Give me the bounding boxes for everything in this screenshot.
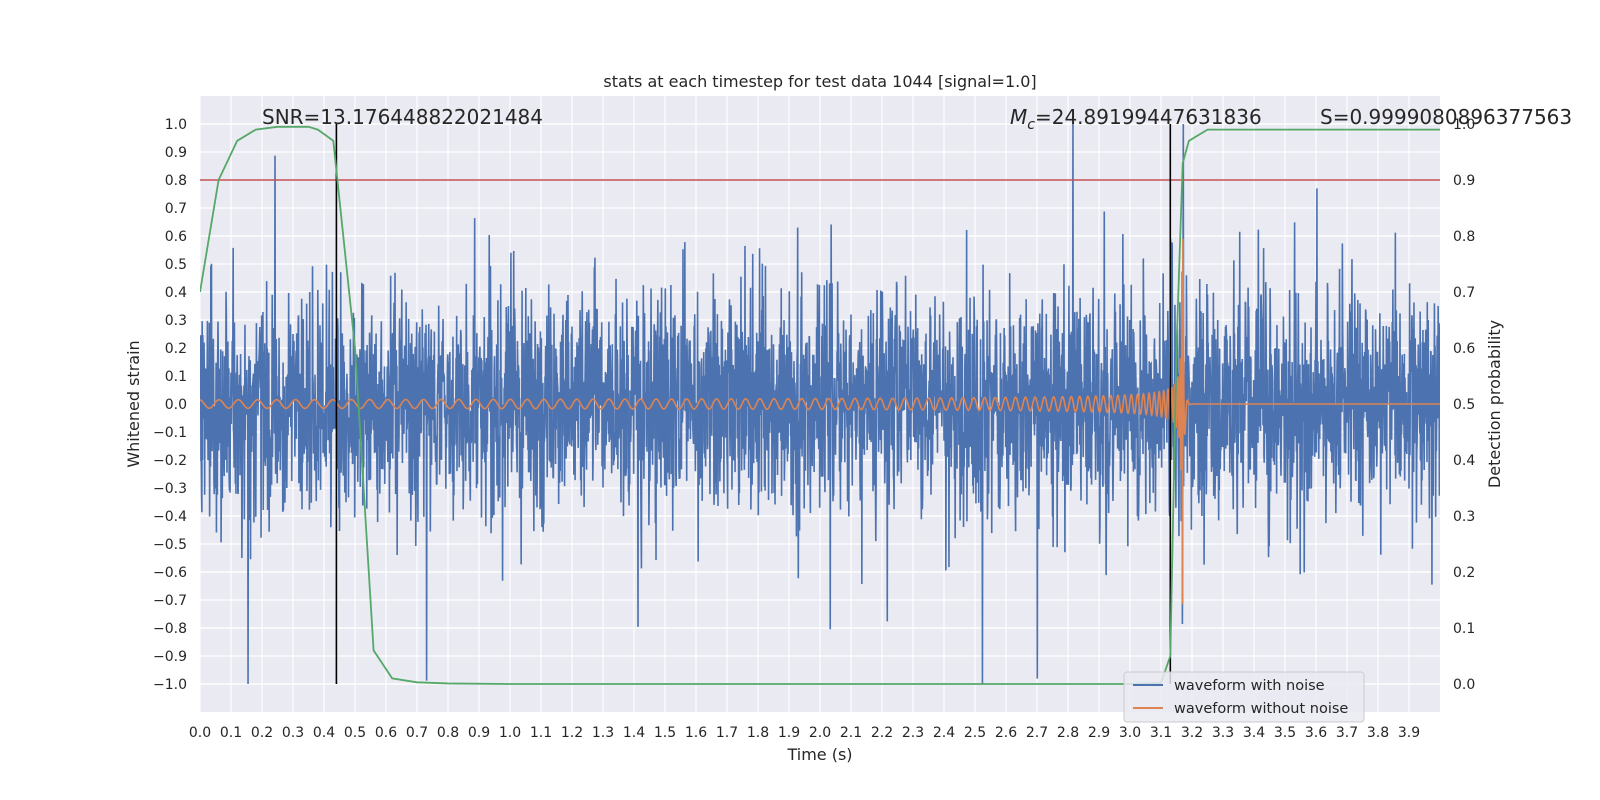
y-tick-label: 0.5 [165, 257, 187, 273]
y2-tick-label: 0.8 [1453, 229, 1475, 245]
waveform-with-noise-line [200, 123, 1440, 685]
y-tick-label: −0.5 [153, 537, 187, 553]
chirp-mass-symbol: M [1010, 105, 1027, 129]
y-tick-label: 0.7 [165, 201, 187, 217]
y-tick-label: 0.4 [165, 285, 187, 301]
y-tick-label: −0.6 [153, 565, 187, 581]
x-tick-label: 1.4 [623, 725, 645, 741]
y-tick-label: −0.9 [153, 649, 187, 665]
y2-tick-label: 0.0 [1453, 677, 1475, 693]
x-tick-label: 1.8 [747, 725, 769, 741]
ticks: 0.0 0.1 0.2 0.3 0.4 0.5 0.6 0.7 0.8 0.9 1.0 1.1 1.2 1… [153, 117, 1475, 741]
x-tick-label: 0.0 [189, 725, 211, 741]
x-tick-label: 3.6 [1305, 725, 1327, 741]
series-group [200, 123, 1440, 685]
y-tick-label: 0.6 [165, 229, 187, 245]
y-tick-label: 0.1 [165, 369, 187, 385]
x-tick-label: 1.5 [654, 725, 676, 741]
chirp-mass-annotation: Mc=24.89199447631836 [1010, 105, 1262, 133]
chirp-mass-value: =24.89199447631836 [1035, 105, 1262, 129]
waveform-without-noise-line [200, 238, 1440, 605]
y-tick-label: 0.9 [165, 145, 187, 161]
x-tick-label: 2.3 [902, 725, 924, 741]
y2-tick-label: 0.7 [1453, 285, 1475, 301]
snr-annotation: SNR=13.176448822021484 [262, 105, 543, 129]
x-tick-label: 3.4 [1243, 725, 1265, 741]
legend: waveform with noise waveform without noi… [1123, 671, 1365, 723]
y2-tick-label: 0.9 [1453, 173, 1475, 189]
y2-tick-label: 0.3 [1453, 509, 1475, 525]
y2-tick-label: 0.2 [1453, 565, 1475, 581]
y2-tick-label: 1.0 [1453, 117, 1475, 133]
x-tick-label: 0.5 [344, 725, 366, 741]
x-tick-label: 3.0 [1119, 725, 1141, 741]
y-tick-label: −0.2 [153, 453, 187, 469]
y2-tick-label: 0.5 [1453, 397, 1475, 413]
x-tick-label: 2.8 [1057, 725, 1079, 741]
y-tick-label: 0.2 [165, 341, 187, 357]
x-tick-label: 0.6 [375, 725, 397, 741]
x-tick-label: 1.2 [561, 725, 583, 741]
y-tick-label: −1.0 [153, 677, 187, 693]
x-tick-label: 1.1 [530, 725, 552, 741]
detection-probability-line [200, 125, 1440, 685]
x-tick-label: 0.7 [406, 725, 428, 741]
x-axis-label: Time (s) [786, 745, 852, 764]
x-tick-label: 0.3 [282, 725, 304, 741]
x-tick-label: 1.3 [592, 725, 614, 741]
x-tick-label: 1.6 [685, 725, 707, 741]
y-tick-label: 0.0 [165, 397, 187, 413]
x-tick-label: 1.9 [778, 725, 800, 741]
x-tick-label: 0.8 [437, 725, 459, 741]
y-axis-label: Whitened strain [124, 340, 143, 467]
x-tick-label: 2.0 [809, 725, 831, 741]
y2-tick-label: 0.6 [1453, 341, 1475, 357]
y-tick-label: −0.8 [153, 621, 187, 637]
x-tick-label: 3.2 [1181, 725, 1203, 741]
y-tick-label: −0.7 [153, 593, 187, 609]
y-tick-label: −0.3 [153, 481, 187, 497]
y-tick-label: 1.0 [165, 117, 187, 133]
y-tick-label: −0.4 [153, 509, 187, 525]
legend-label-without-noise: waveform without noise [1174, 701, 1348, 717]
signal-score-annotation: S=0.9999080896377563 [1320, 105, 1572, 129]
x-tick-label: 2.6 [995, 725, 1017, 741]
x-tick-label: 3.7 [1336, 725, 1358, 741]
x-tick-label: 0.2 [251, 725, 273, 741]
x-tick-label: 3.8 [1367, 725, 1389, 741]
y2-tick-label: 0.4 [1453, 453, 1475, 469]
y2-axis-label: Detection probability [1485, 320, 1504, 488]
x-tick-label: 3.3 [1212, 725, 1234, 741]
y2-tick-label: 0.1 [1453, 621, 1475, 637]
x-tick-label: 2.5 [964, 725, 986, 741]
x-tick-label: 2.7 [1026, 725, 1048, 741]
x-tick-label: 1.7 [716, 725, 738, 741]
x-tick-label: 3.5 [1274, 725, 1296, 741]
legend-label-with-noise: waveform with noise [1174, 678, 1325, 694]
series-layer [200, 123, 1440, 685]
chirp-mass-subscript: c [1027, 117, 1035, 133]
x-tick-label: 3.9 [1398, 725, 1420, 741]
x-tick-label: 0.4 [313, 725, 335, 741]
x-tick-label: 0.1 [220, 725, 242, 741]
legend-box [1123, 671, 1365, 723]
chart-title: stats at each timestep for test data 104… [603, 72, 1036, 91]
y-tick-label: −0.1 [153, 425, 187, 441]
y-tick-label: 0.3 [165, 313, 187, 329]
x-tick-label: 0.9 [468, 725, 490, 741]
x-tick-label: 1.0 [499, 725, 521, 741]
x-tick-label: 2.4 [933, 725, 955, 741]
y-tick-label: 0.8 [165, 173, 187, 189]
x-tick-label: 2.1 [840, 725, 862, 741]
x-tick-label: 2.2 [871, 725, 893, 741]
x-tick-label: 2.9 [1088, 725, 1110, 741]
x-tick-label: 3.1 [1150, 725, 1172, 741]
